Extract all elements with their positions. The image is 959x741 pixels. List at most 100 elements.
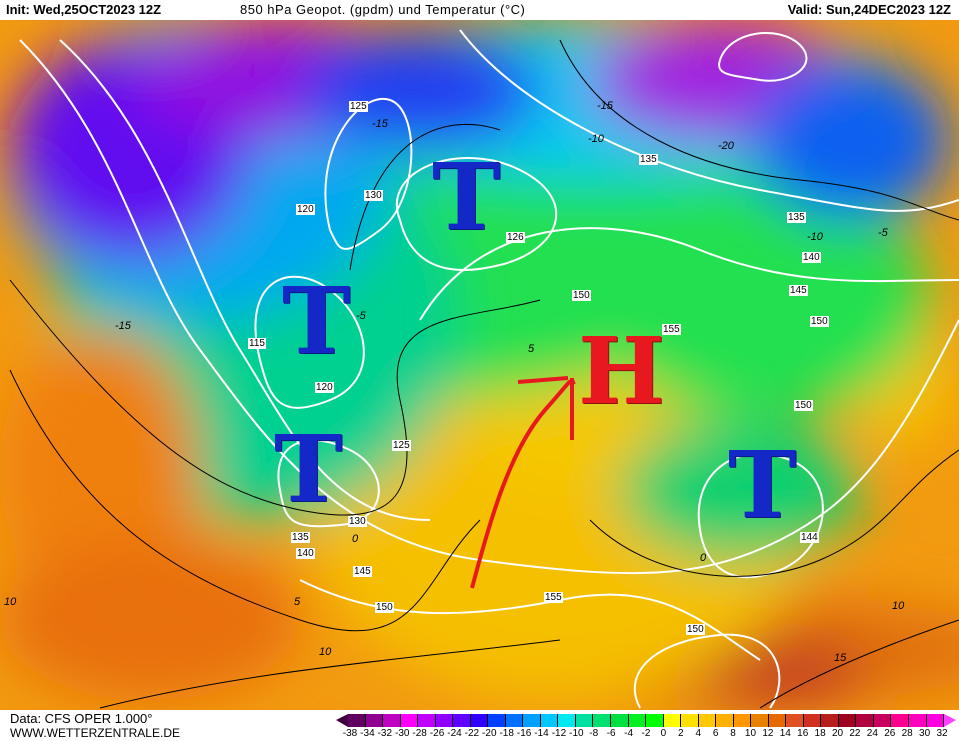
- geopotential-label: 120: [315, 382, 334, 393]
- legend-tick-label: 28: [901, 728, 913, 739]
- legend-tick-label: -26: [429, 728, 445, 739]
- legend-tick-label: 22: [849, 728, 861, 739]
- legend-tick-label: 8: [730, 728, 736, 739]
- legend-swatch: [470, 714, 489, 727]
- legend-tick-label: 10: [744, 728, 757, 739]
- geopotential-label: 150: [794, 400, 813, 411]
- legend-tick-label: -22: [464, 728, 480, 739]
- legend-tick-label: -10: [569, 728, 584, 739]
- legend-tick-label: 12: [762, 728, 774, 739]
- legend-tick-label: 30: [919, 728, 931, 739]
- legend-tick-label: -32: [377, 728, 393, 739]
- geopotential-label: 126: [506, 232, 525, 243]
- legend-swatch: [909, 714, 927, 727]
- temperature-label: -5: [356, 310, 366, 322]
- legend-swatch: [926, 714, 945, 727]
- legend-tick-label: -20: [482, 728, 497, 739]
- geopotential-label: 155: [662, 324, 681, 335]
- geopotential-label: 120: [296, 204, 315, 215]
- legend-swatch: [733, 714, 752, 727]
- low-pressure-marker: T: [728, 431, 797, 539]
- temperature-contours: [9, 39, 959, 709]
- legend-swatch: [505, 714, 524, 727]
- legend-tick-label: -8: [589, 728, 599, 739]
- color-legend: [336, 714, 957, 727]
- legend-tick-label: -14: [534, 728, 549, 739]
- geopotential-label: 125: [392, 440, 411, 451]
- legend-swatch: [400, 714, 419, 727]
- legend-swatch: [786, 714, 804, 727]
- legend-tick-label: -30: [395, 728, 410, 739]
- footer: Data: CFS OPER 1.000° WWW.WETTERZENTRALE…: [0, 710, 959, 741]
- geopotential-label: 150: [375, 602, 394, 613]
- legend-swatch: [681, 714, 699, 727]
- legend-tick-label: 4: [695, 728, 702, 739]
- legend-tick-label: -6: [606, 728, 616, 739]
- legend-tick-label: -28: [412, 728, 427, 739]
- legend-swatch: [891, 714, 909, 727]
- geopotential-contours: [19, 29, 959, 709]
- temperature-label: 15: [834, 652, 847, 664]
- legend-swatch: [593, 714, 611, 727]
- legend-swatch: [558, 714, 576, 727]
- legend-tick-label: 6: [712, 728, 719, 739]
- init-time: Init: Wed,25OCT2023 12Z: [6, 2, 162, 17]
- legend-swatch: [838, 714, 857, 727]
- legend-tick-label: -12: [551, 728, 567, 739]
- geopotential-label: 130: [364, 190, 383, 201]
- legend-swatch: [383, 714, 401, 727]
- legend-swatch: [803, 714, 822, 727]
- legend-swatch: [628, 714, 647, 727]
- legend-tick-label: -2: [641, 728, 651, 739]
- legend-tick-label: -34: [360, 728, 375, 739]
- temperature-field: [0, 20, 959, 710]
- legend-swatch: [523, 714, 541, 727]
- temperature-label: -10: [807, 231, 823, 243]
- low-pressure-marker: T: [432, 143, 501, 251]
- legend-arrow-right: [944, 714, 957, 727]
- legend-swatch: [698, 714, 717, 727]
- legend-swatch: [821, 714, 839, 727]
- legend-tick-label: 16: [797, 728, 809, 739]
- valid-time: Valid: Sun,24DEC2023 12Z: [787, 2, 951, 17]
- legend-swatch: [856, 714, 874, 727]
- website-link[interactable]: WWW.WETTERZENTRALE.DE: [10, 726, 180, 740]
- legend-tick-label: -38: [342, 728, 358, 739]
- geopotential-label: 115: [248, 338, 266, 349]
- legend-swatch: [663, 714, 682, 727]
- temperature-label: 0: [352, 533, 359, 545]
- header: Init: Wed,25OCT2023 12Z 850 hPa Geopot. …: [0, 0, 959, 20]
- legend-tick-label: 26: [884, 728, 896, 739]
- legend-swatch: [365, 714, 384, 727]
- temperature-label: 10: [892, 600, 905, 612]
- legend-swatch: [751, 714, 769, 727]
- legend-swatch: [418, 714, 436, 727]
- temperature-label: -20: [718, 140, 734, 152]
- temperature-label: 0: [700, 552, 707, 564]
- geopotential-label: 150: [686, 624, 705, 635]
- temperature-label: -10: [588, 133, 604, 145]
- geopotential-label: 150: [572, 290, 591, 301]
- legend-tick-label: -16: [516, 728, 532, 739]
- legend-tick-label: 32: [936, 728, 948, 739]
- high-pressure-marker: H: [578, 317, 665, 425]
- legend-swatch: [768, 714, 787, 727]
- temperature-label: 10: [319, 646, 332, 658]
- legend-swatch: [488, 714, 506, 727]
- geopotential-label: 125: [349, 101, 368, 112]
- geopotential-label: 140: [802, 252, 821, 263]
- legend-tick-label: 24: [866, 728, 878, 739]
- weather-map: T T T T H 125 130 120 126 135 135 140 145 150 115…: [0, 20, 959, 710]
- temperature-label: 5: [528, 343, 535, 355]
- legend-tick-label: -24: [447, 728, 462, 739]
- geopotential-label: 140: [296, 548, 315, 559]
- legend-swatch: [646, 714, 664, 727]
- legend-tick-label: 14: [779, 728, 791, 739]
- legend-swatch: [540, 714, 559, 727]
- temperature-label: -15: [597, 100, 613, 112]
- geopotential-label: 150: [810, 316, 829, 327]
- legend-swatch: [348, 714, 366, 727]
- legend-arrow-left: [336, 714, 348, 727]
- temperature-label: -15: [115, 320, 131, 332]
- geopotential-label: 135: [787, 212, 806, 223]
